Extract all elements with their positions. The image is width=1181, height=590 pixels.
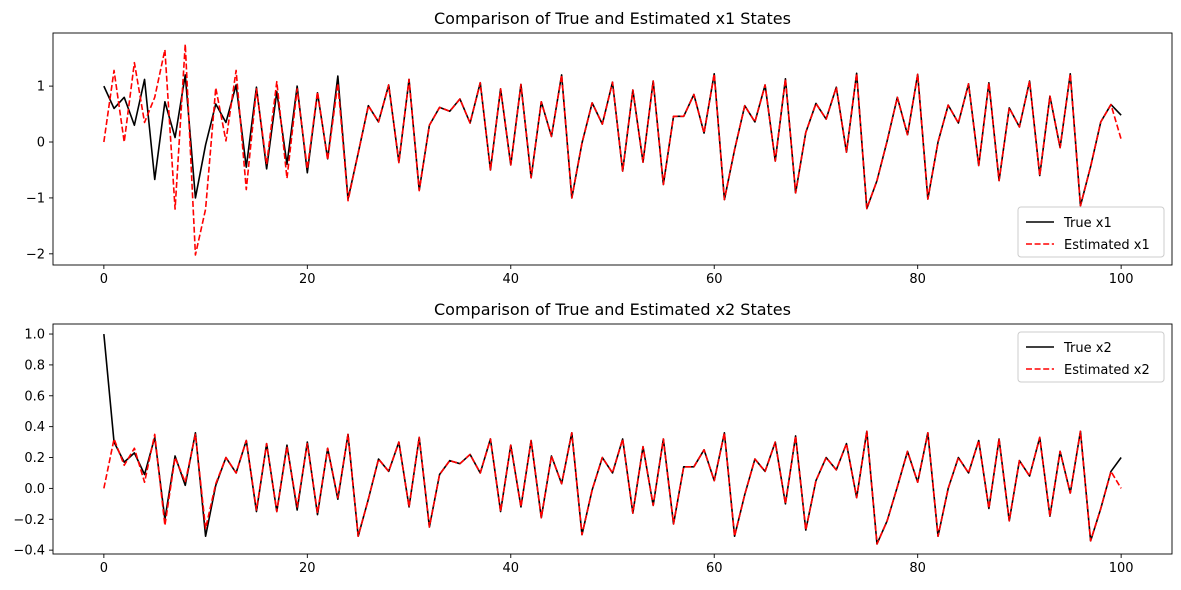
x-tick-label: 100 bbox=[1109, 561, 1134, 576]
legend-label: Estimated x2 bbox=[1064, 363, 1150, 378]
x-tick-label: 40 bbox=[502, 561, 519, 576]
y-tick-label: 0.0 bbox=[24, 482, 45, 497]
x-tick-label: 80 bbox=[909, 561, 926, 576]
legend-label: True x1 bbox=[1063, 216, 1112, 231]
x-tick-label: 60 bbox=[706, 272, 723, 287]
x-tick-label: 20 bbox=[299, 272, 316, 287]
y-tick-label: −0.4 bbox=[13, 544, 45, 559]
y-tick-label: 0.2 bbox=[24, 451, 45, 466]
y-tick-label: 0.6 bbox=[24, 389, 45, 404]
legend: True x2 Estimated x2 bbox=[1017, 331, 1165, 383]
series-line-true bbox=[103, 333, 1122, 545]
subplot-x2: Comparison of True and Estimated x2 Stat… bbox=[13, 300, 1173, 576]
y-tick-label: 0.4 bbox=[24, 420, 45, 435]
legend: True x1 Estimated x1 bbox=[1017, 206, 1165, 258]
y-tick-label: 0 bbox=[37, 136, 45, 151]
legend-box bbox=[1017, 331, 1165, 383]
legend-label: Estimated x1 bbox=[1064, 238, 1150, 253]
x-tick-label: 40 bbox=[502, 272, 519, 287]
series-line-estimated bbox=[103, 43, 1122, 256]
y-tick-label: 1.0 bbox=[24, 328, 45, 343]
subplot-x1: Comparison of True and Estimated x1 Stat… bbox=[26, 9, 1173, 287]
x-tick-label: 60 bbox=[706, 561, 723, 576]
series-group bbox=[103, 333, 1122, 545]
x-tick-label: 100 bbox=[1109, 272, 1134, 287]
y-tick-label: 1 bbox=[37, 80, 45, 95]
y-tick-label: −0.2 bbox=[13, 513, 45, 528]
y-tick-label: −2 bbox=[26, 247, 45, 262]
chart-title-x2: Comparison of True and Estimated x2 Stat… bbox=[434, 300, 791, 319]
x-tick-label: 80 bbox=[909, 272, 926, 287]
x-tick-label: 20 bbox=[299, 561, 316, 576]
y-tick-label: −1 bbox=[26, 191, 45, 206]
plot-frame bbox=[52, 32, 1173, 266]
x-tick-label: 0 bbox=[100, 272, 108, 287]
y-tick-label: 0.8 bbox=[24, 358, 45, 373]
x-tick-label: 0 bbox=[100, 561, 108, 576]
chart-title-x1: Comparison of True and Estimated x1 Stat… bbox=[434, 9, 791, 28]
series-group bbox=[103, 43, 1122, 256]
legend-label: True x2 bbox=[1063, 341, 1112, 356]
plot-frame bbox=[52, 323, 1173, 555]
legend-box bbox=[1017, 206, 1165, 258]
series-line-estimated bbox=[103, 430, 1122, 545]
